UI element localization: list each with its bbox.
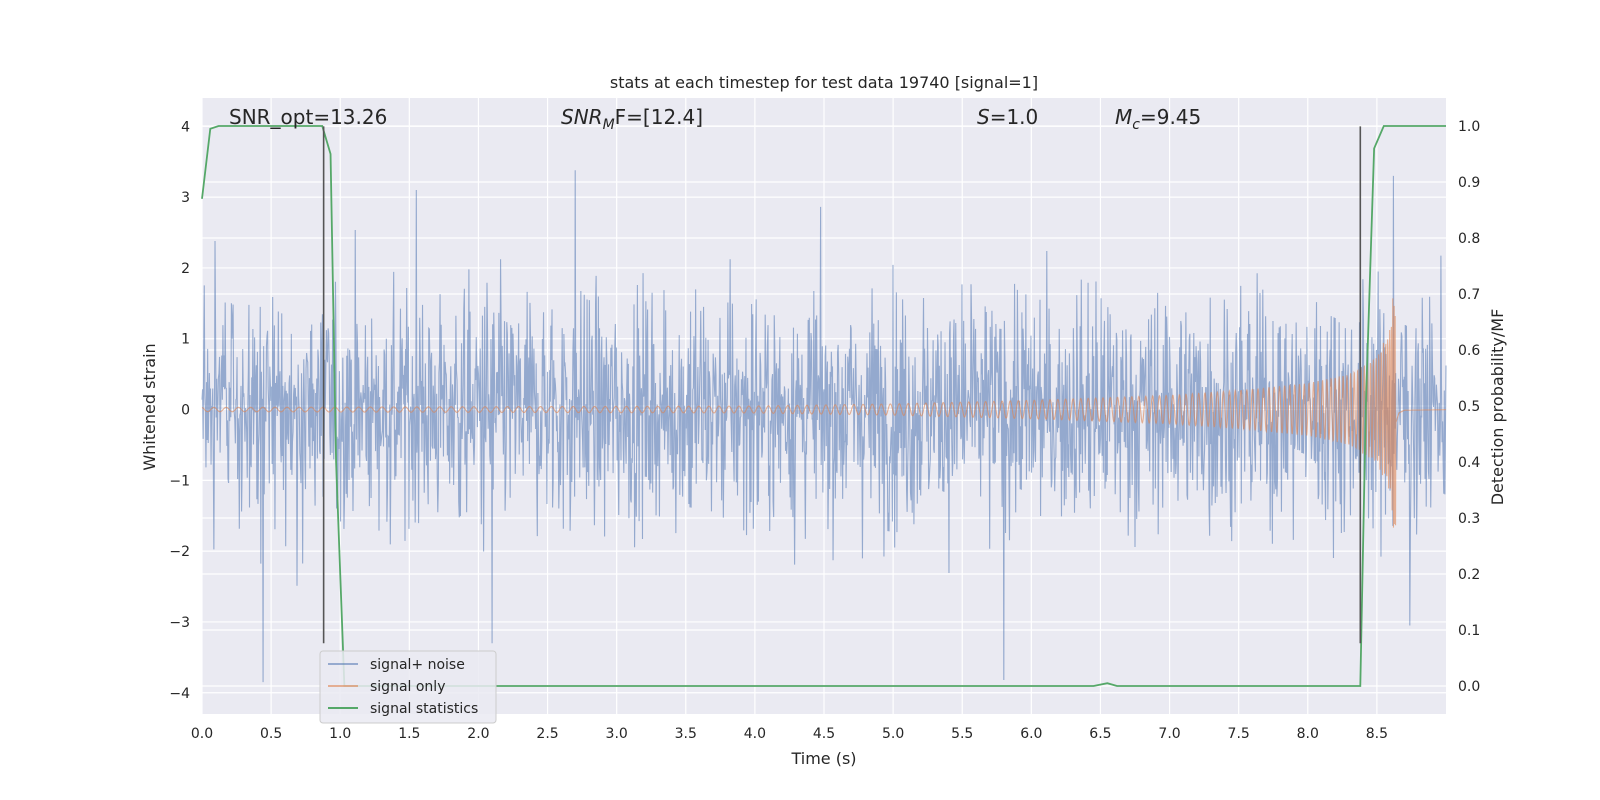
y2-tick-label: 0.6 xyxy=(1458,343,1480,359)
series-signal-only xyxy=(201,298,1446,528)
legend: signal+ noise signal only signal statistic… xyxy=(319,650,497,724)
stat-annotation: S=1.0 xyxy=(977,105,1038,129)
y-tick-label: −1 xyxy=(169,473,190,489)
x-tick-label: 7.5 xyxy=(1228,726,1250,742)
y-tick-label: 2 xyxy=(181,261,190,277)
legend-label: signal+ noise xyxy=(370,657,465,673)
y2-tick-label: 0.0 xyxy=(1458,679,1480,695)
stat-annotation: SNR_opt=13.26 xyxy=(229,105,387,129)
x-tick-label: 6.0 xyxy=(1020,726,1042,742)
x-tick-label: 2.5 xyxy=(536,726,558,742)
series-signal-plus-noise xyxy=(201,170,1447,683)
x-tick-label: 3.0 xyxy=(606,726,628,742)
legend-box xyxy=(319,650,497,724)
x-tick-label: 1.0 xyxy=(329,726,351,742)
x-tick-label: 5.5 xyxy=(951,726,973,742)
x-tick-label: 8.0 xyxy=(1297,726,1319,742)
legend-label: signal only xyxy=(370,679,445,695)
x-tick-label: 8.5 xyxy=(1366,726,1388,742)
series-signal-statistics xyxy=(201,125,1446,687)
x-tick-label: 3.5 xyxy=(675,726,697,742)
x-tick-label: 1.5 xyxy=(398,726,420,742)
y-tick-label: 0 xyxy=(181,403,190,419)
stat-annotation: SNRMF=[12.4] xyxy=(561,105,703,133)
legend-label: signal statistics xyxy=(370,701,478,717)
y2-tick-label: 0.4 xyxy=(1458,455,1480,471)
y-tick-label: 4 xyxy=(181,119,190,135)
y-tick-label: −3 xyxy=(169,615,190,631)
y2-tick-label: 0.3 xyxy=(1458,511,1480,527)
y2-tick-label: 0.5 xyxy=(1458,399,1480,415)
chart-title: stats at each timestep for test data 197… xyxy=(610,73,1038,92)
y-tick-label: −4 xyxy=(169,686,190,702)
y2-axis-label: Detection probability/MF xyxy=(1488,309,1507,506)
y-tick-label: 3 xyxy=(181,190,190,206)
y-tick-label: 1 xyxy=(181,332,190,348)
y2-tick-label: 1.0 xyxy=(1458,119,1480,135)
x-tick-label: 7.0 xyxy=(1158,726,1180,742)
y2-tick-label: 0.8 xyxy=(1458,231,1480,247)
x-tick-label: 5.0 xyxy=(882,726,904,742)
x-axis-label: Time (s) xyxy=(790,749,856,768)
x-tick-label: 0.5 xyxy=(260,726,282,742)
y-tick-label: −2 xyxy=(169,544,190,560)
y-axis-label: Whitened strain xyxy=(140,343,159,470)
y2-tick-label: 0.1 xyxy=(1458,623,1480,639)
x-tick-label: 4.0 xyxy=(744,726,766,742)
stat-annotation: Mc=9.45 xyxy=(1115,105,1201,133)
y2-tick-label: 0.2 xyxy=(1458,567,1480,583)
y2-tick-label: 0.7 xyxy=(1458,287,1480,303)
x-tick-label: 6.5 xyxy=(1089,726,1111,742)
x-tick-label: 4.5 xyxy=(813,726,835,742)
x-tick-label: 0.0 xyxy=(191,726,213,742)
x-tick-label: 2.0 xyxy=(467,726,489,742)
y2-tick-label: 0.9 xyxy=(1458,175,1480,191)
